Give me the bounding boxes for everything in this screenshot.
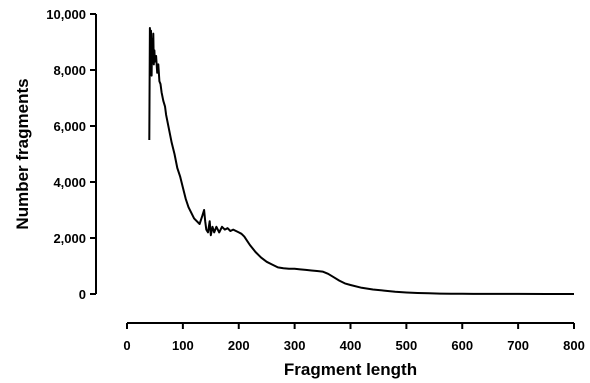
y-tick-label: 4,000 <box>53 175 86 190</box>
x-tick-label: 0 <box>123 338 130 353</box>
x-axis-title: Fragment length <box>284 360 417 379</box>
y-tick-label: 6,000 <box>53 119 86 134</box>
x-tick-label: 300 <box>284 338 306 353</box>
y-tick-label: 2,000 <box>53 231 86 246</box>
y-tick-label: 8,000 <box>53 63 86 78</box>
x-tick-label: 400 <box>340 338 362 353</box>
x-tick-label: 100 <box>172 338 194 353</box>
y-tick-label: 0 <box>79 287 86 302</box>
x-tick-label: 500 <box>396 338 418 353</box>
x-tick-label: 600 <box>451 338 473 353</box>
series-layer <box>148 27 574 295</box>
x-tick-label: 800 <box>563 338 585 353</box>
series-line-0 <box>148 27 574 295</box>
x-tick-label: 200 <box>228 338 250 353</box>
y-axis: 0 2,000 4,000 6,000 8,000 10,000 <box>46 7 97 302</box>
x-axis: 0 100 200 300 400 500 600 700 800 <box>123 322 585 353</box>
y-tick-label: 10,000 <box>46 7 86 22</box>
y-axis-title: Number fragments <box>13 78 32 229</box>
x-tick-label: 700 <box>507 338 529 353</box>
